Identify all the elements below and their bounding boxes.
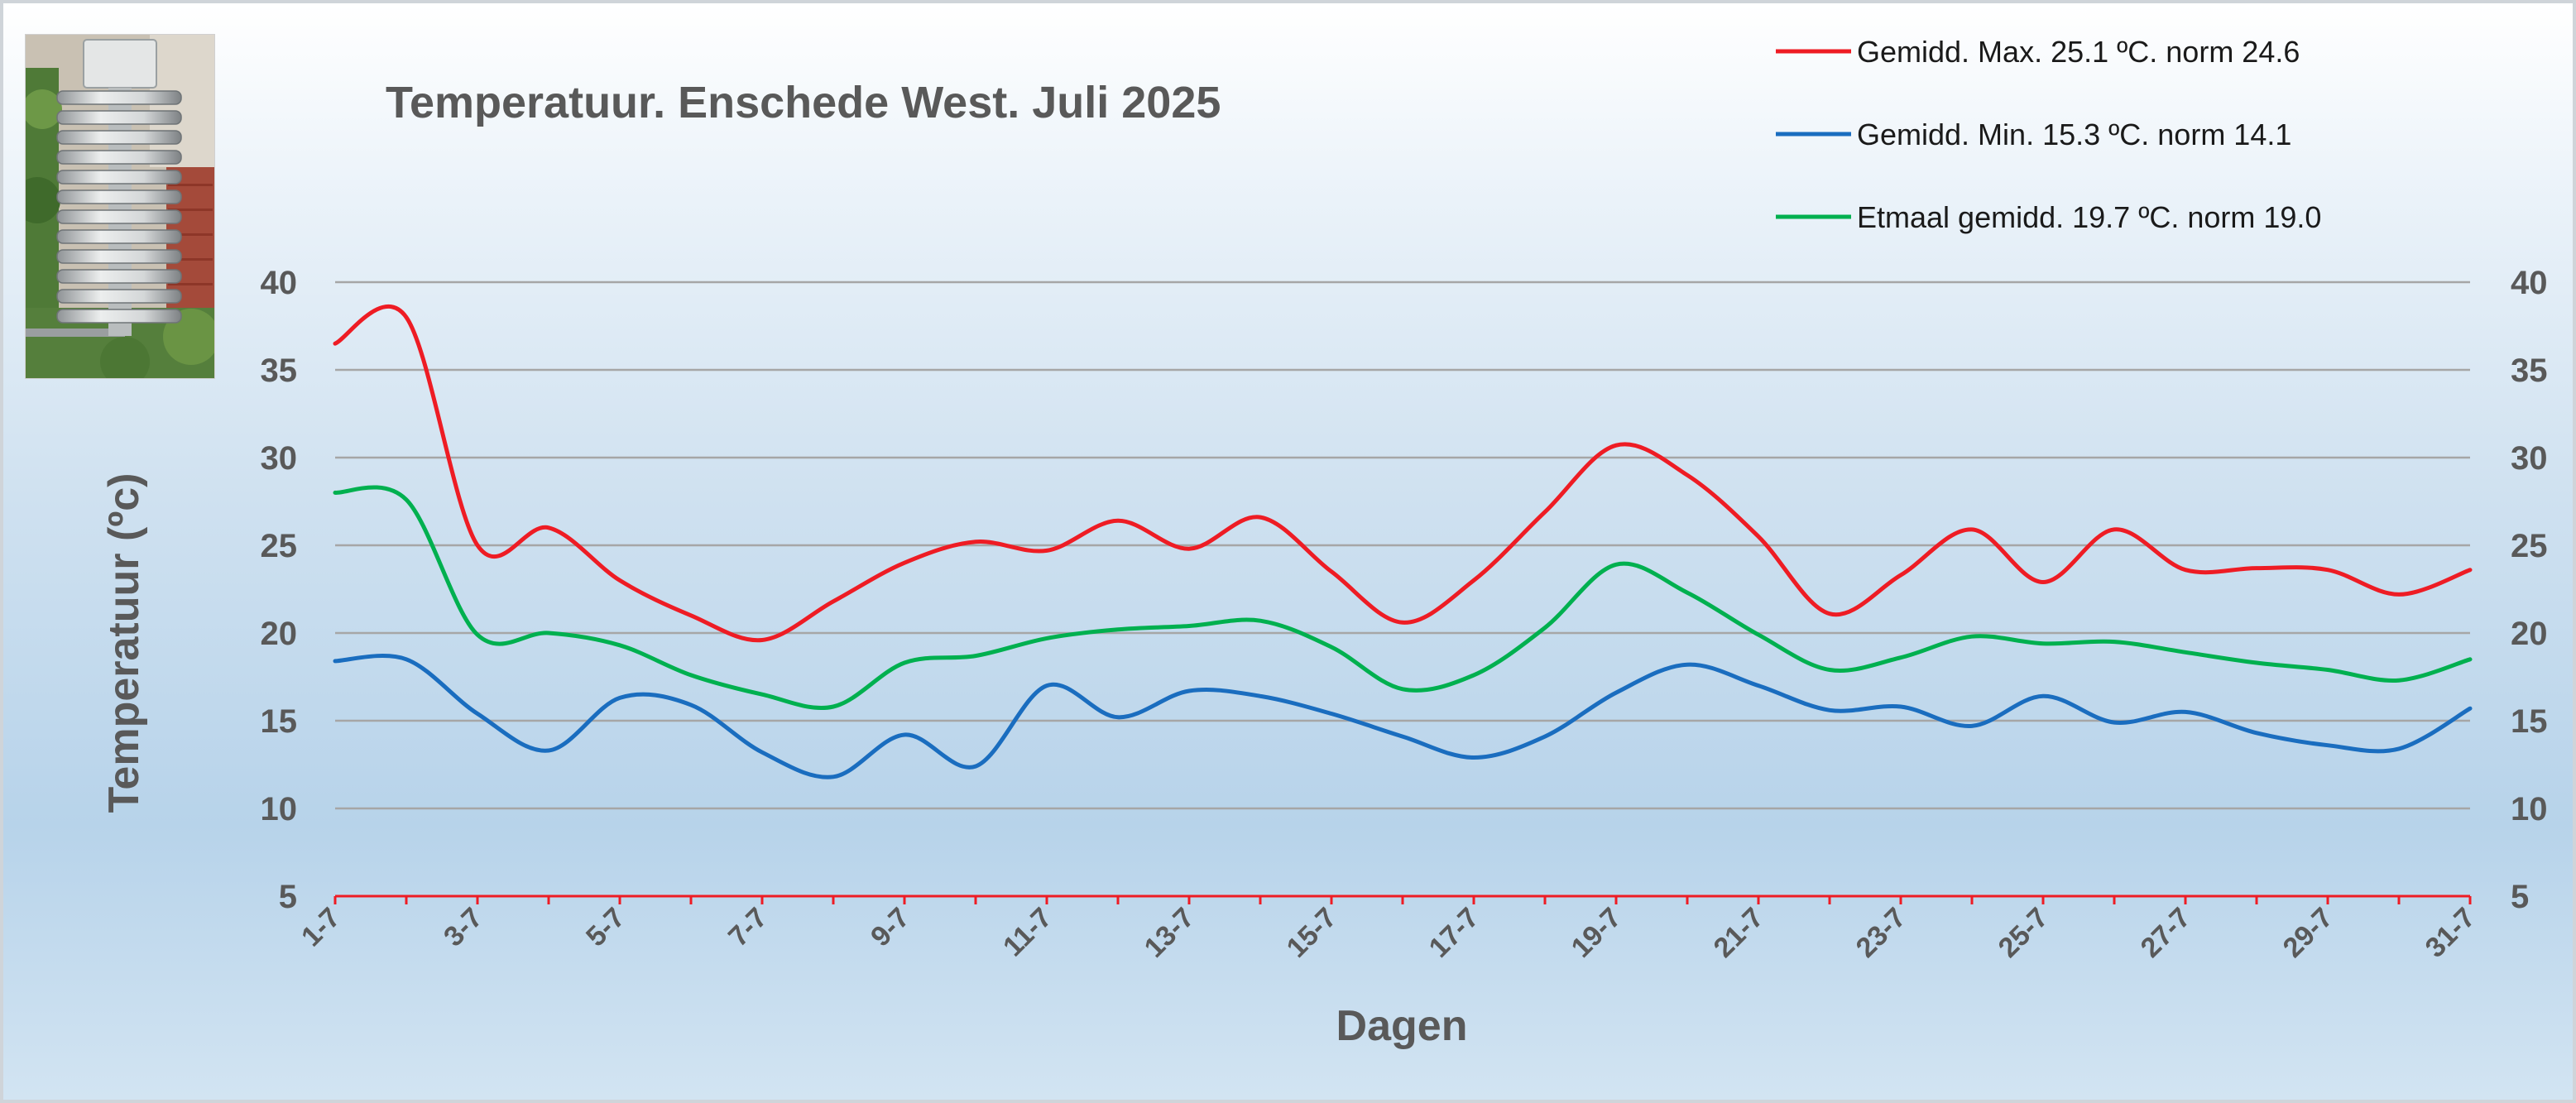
legend-label: Gemidd. Max. 25.1 ºC. norm 24.6 [1857,35,2300,69]
legend-label: Gemidd. Min. 15.3 ºC. norm 14.1 [1857,117,2291,151]
x-tick-label: 17-7 [1423,902,1485,964]
y-tick-label-right: 35 [2511,352,2548,389]
x-tick-label: 27-7 [2135,902,2197,964]
x-tick-label: 5-7 [580,902,631,953]
y-axis-title: Temperatuur (ºc) [100,473,148,813]
y-tick-label-right: 20 [2511,616,2548,652]
series-line-2 [333,485,2473,711]
y-tick-label-right: 5 [2511,879,2529,915]
series-line-1 [333,654,2473,779]
y-tick-label-right: 15 [2511,703,2548,740]
y-tick-label: 40 [261,265,298,301]
y-tick-label-right: 30 [2511,440,2548,477]
x-tick-label: 11-7 [997,902,1058,963]
x-tick-label: 25-7 [1993,902,2055,964]
series-lines [333,304,2473,779]
y-axis-left: 5 10 15 20 25 30 35 40 [261,265,298,915]
y-tick-label: 30 [261,440,298,477]
weather-station-photo [25,34,215,379]
x-tick-label: 21-7 [1708,902,1770,964]
x-tick-label: 3-7 [438,902,489,953]
temperature-line-chart: Temperatuur. Enschede West. Juli 2025 Te… [100,35,2548,1050]
x-tick-label: 9-7 [865,902,916,953]
x-tick-label: 15-7 [1281,902,1343,964]
x-axis-title: Dagen [1336,1002,1468,1050]
y-tick-label-right: 10 [2511,791,2548,827]
chart-title: Temperatuur. Enschede West. Juli 2025 [386,78,1221,127]
legend-label: Etmaal gemidd. 19.7 ºC. norm 19.0 [1857,200,2321,234]
y-tick-label: 5 [279,879,297,915]
y-tick-label: 15 [261,703,298,740]
x-tick-label: 7-7 [722,902,774,953]
y-tick-label-right: 40 [2511,265,2548,301]
y-tick-label: 10 [261,791,298,827]
legend: Gemidd. Max. 25.1 ºC. norm 24.6 Gemidd. M… [1776,35,2321,234]
y-tick-label: 25 [261,528,298,564]
series-line-0 [333,304,2473,643]
x-tick-label: 19-7 [1566,902,1628,964]
x-tick-label: 29-7 [2277,902,2339,964]
x-tick-label: 1-7 [295,902,347,953]
y-tick-label-right: 25 [2511,528,2548,564]
y-tick-label: 35 [261,352,298,389]
x-tick-label: 23-7 [1850,902,1912,964]
x-tick-label: 13-7 [1139,902,1201,964]
y-axis-right: 5 10 15 20 25 30 35 40 [2511,265,2548,915]
x-axis: 1-7 3-7 5-7 7-7 9-7 11-7 13-7 15-7 17-7 19-7 21-7 2… [295,894,2482,964]
x-tick-label: 31-7 [2420,902,2482,964]
y-tick-label: 20 [261,616,298,652]
